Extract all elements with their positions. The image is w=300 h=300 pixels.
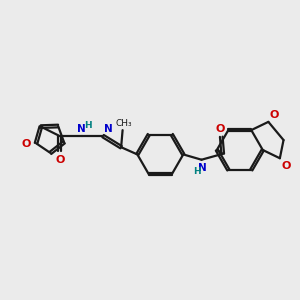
Text: N: N — [77, 124, 86, 134]
Text: H: H — [193, 167, 201, 176]
Text: O: O — [270, 110, 279, 119]
Text: N: N — [198, 163, 206, 173]
Text: H: H — [85, 121, 92, 130]
Text: O: O — [216, 124, 225, 134]
Text: N: N — [104, 124, 112, 134]
Text: O: O — [281, 160, 291, 171]
Text: O: O — [55, 155, 64, 165]
Text: CH₃: CH₃ — [116, 119, 132, 128]
Text: O: O — [21, 139, 31, 149]
